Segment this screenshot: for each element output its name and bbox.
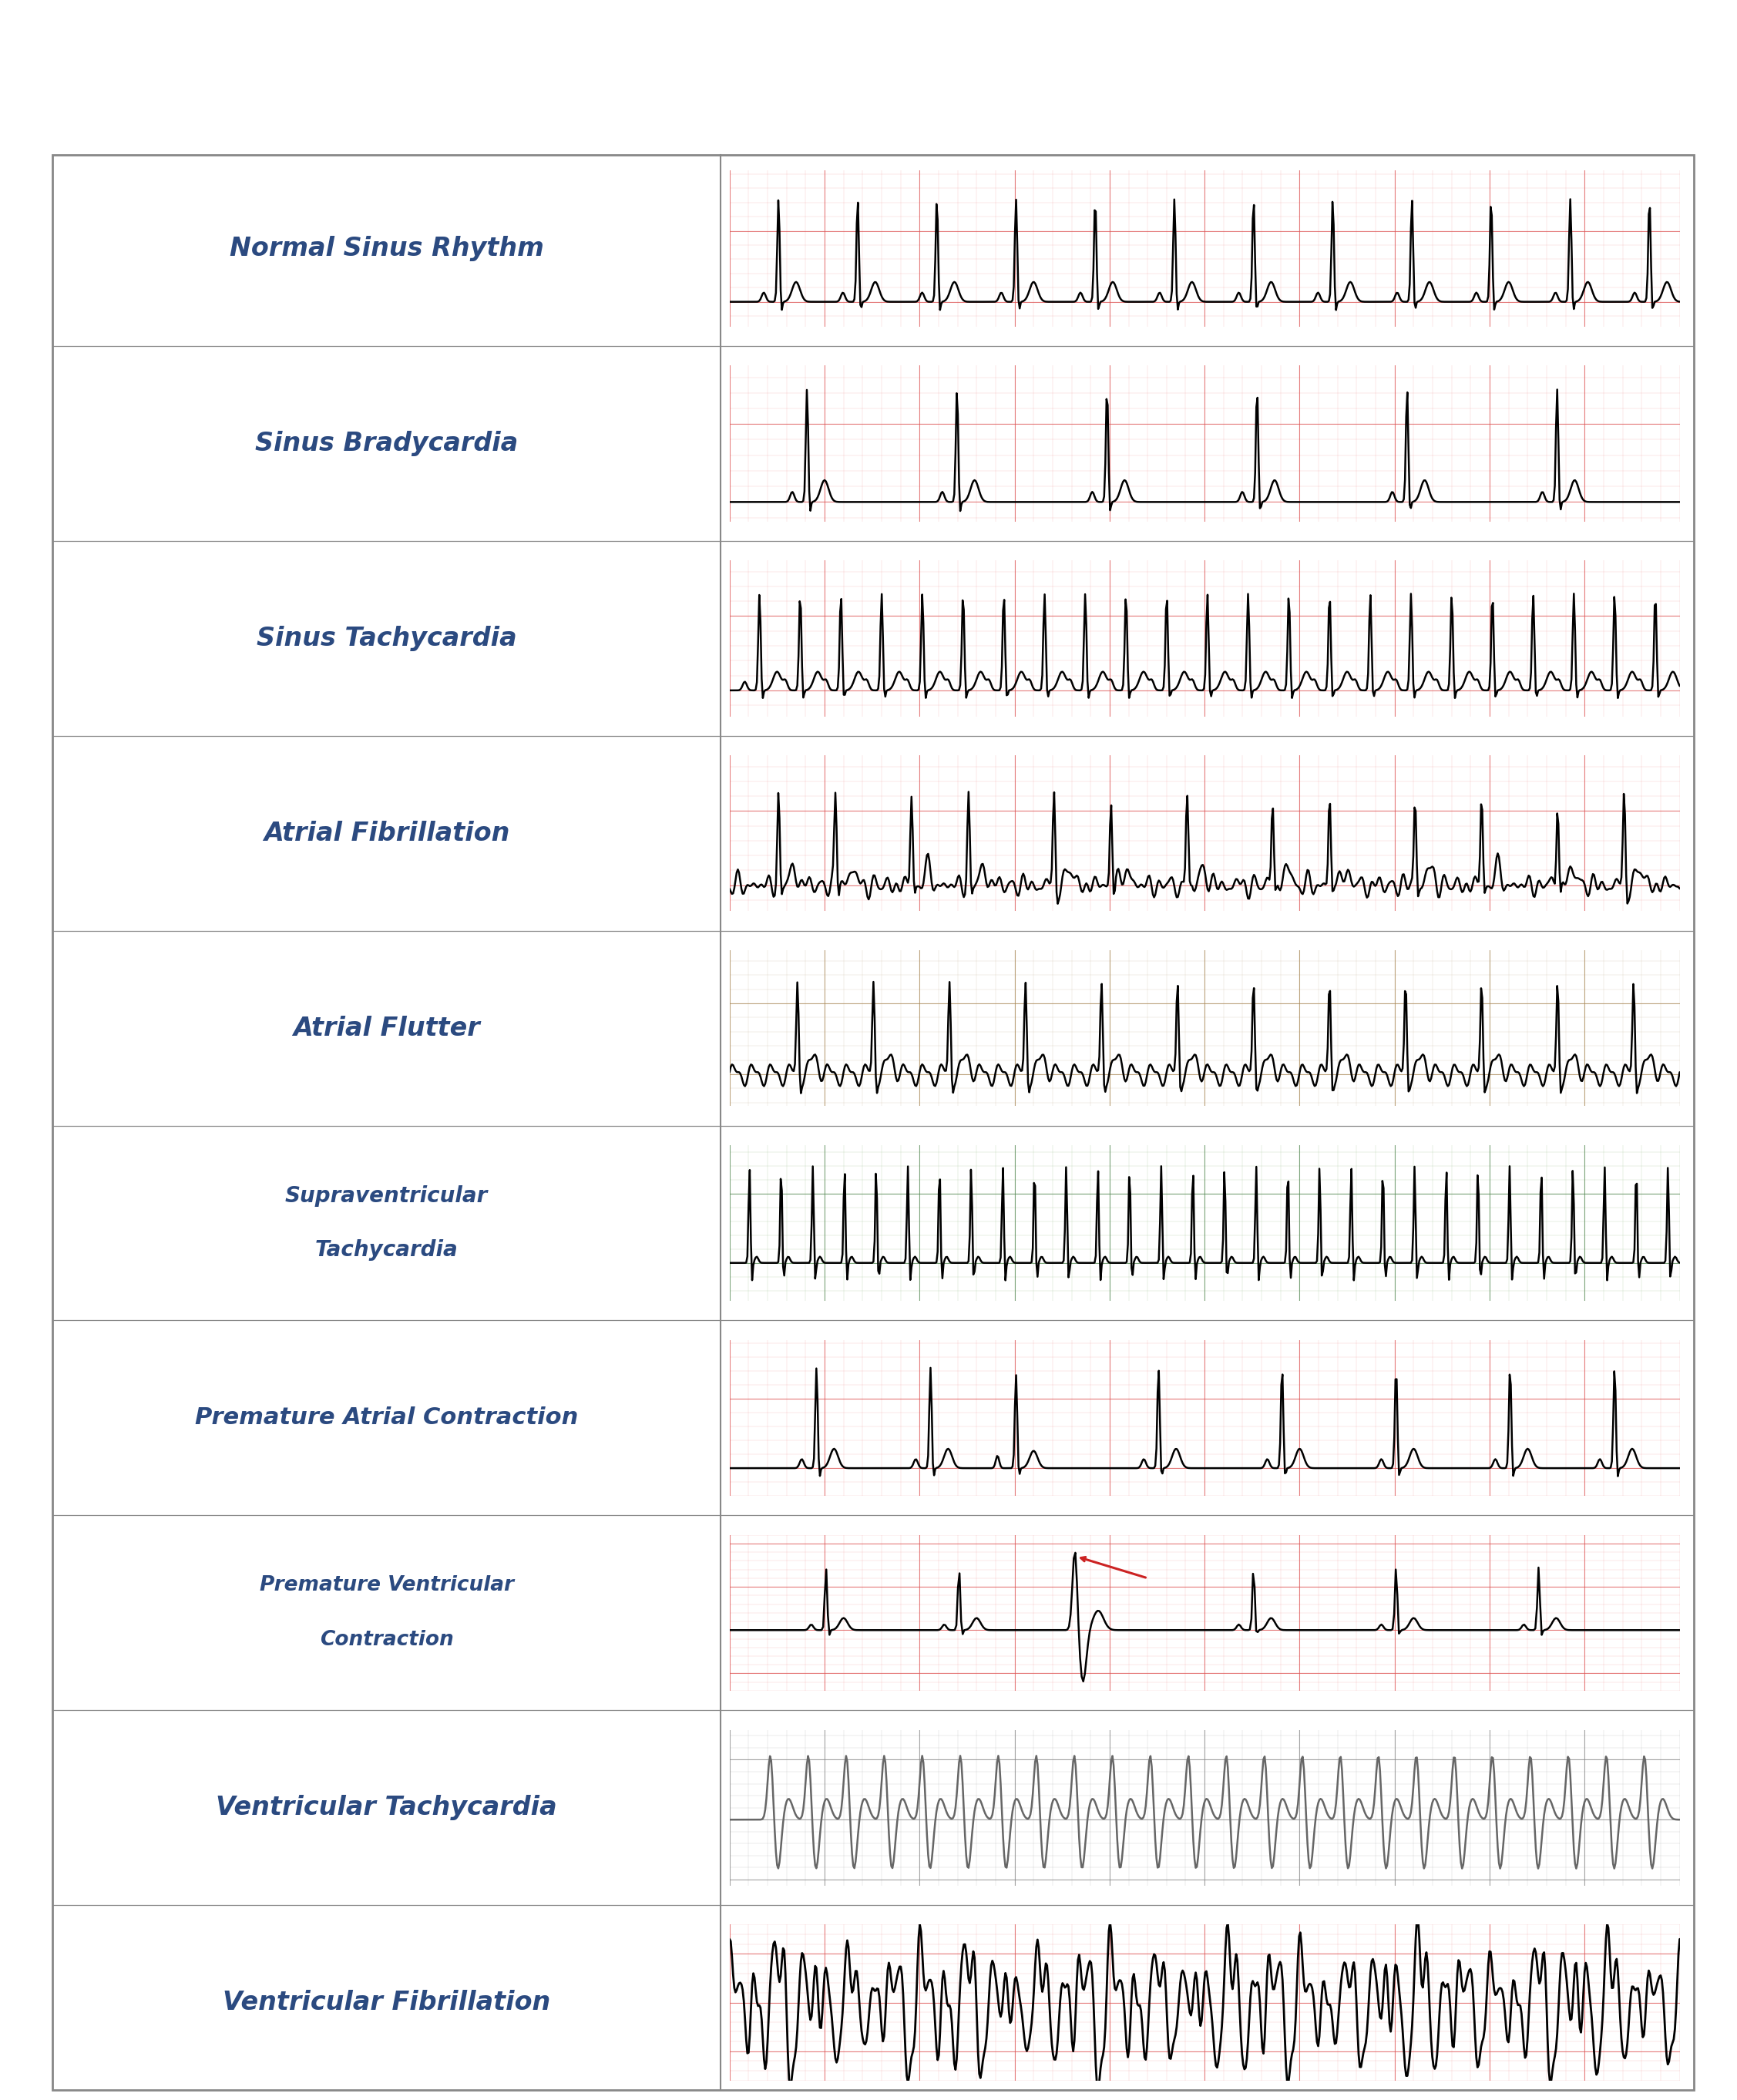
Text: Supraventricular: Supraventricular bbox=[285, 1184, 488, 1208]
Text: Ventricular Fibrillation: Ventricular Fibrillation bbox=[222, 1991, 551, 2016]
Text: Atrial Fibrillation: Atrial Fibrillation bbox=[264, 821, 509, 846]
Text: Contraction: Contraction bbox=[320, 1630, 453, 1651]
Text: @supernursesclothingco: @supernursesclothingco bbox=[1325, 120, 1563, 139]
Text: Sinus Bradycardia: Sinus Bradycardia bbox=[255, 430, 518, 456]
Text: Normal Sinus Rhythm: Normal Sinus Rhythm bbox=[229, 235, 544, 260]
Text: Tachycardia: Tachycardia bbox=[314, 1239, 459, 1262]
Text: Sinus Tachycardia: Sinus Tachycardia bbox=[257, 626, 516, 651]
Text: Atrial Flutter: Atrial Flutter bbox=[294, 1016, 479, 1042]
Text: Premature Atrial Contraction: Premature Atrial Contraction bbox=[195, 1407, 578, 1430]
Text: Premature Ventricular: Premature Ventricular bbox=[259, 1575, 514, 1596]
Text: Ventricular Tachycardia: Ventricular Tachycardia bbox=[215, 1796, 558, 1821]
Text: EKG Interpretation: EKG Interpretation bbox=[285, 36, 1105, 109]
